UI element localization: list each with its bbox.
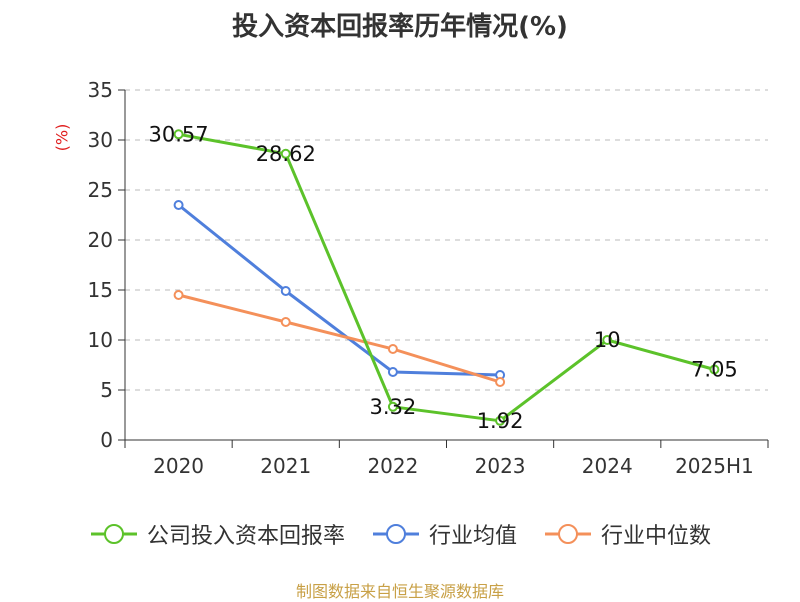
x-tick-label: 2023 [475,454,526,478]
data-point [495,377,506,387]
data-point [387,401,398,412]
x-tick-label: 2025H1 [675,454,754,478]
data-point [495,415,506,426]
data-point [387,367,398,377]
legend-label: 行业均值 [428,524,517,549]
data-source-note: 制图数据来自恒生聚源数据库 [295,582,504,601]
legend-item-company[interactable]: 公司投入资本回报率 [89,518,345,550]
data-point [709,364,720,375]
y-tick-label: 0 [100,428,113,452]
data-point [173,200,184,210]
y-tick-label: 5 [100,378,113,402]
data-point [280,317,291,327]
series-line [177,203,501,377]
series-line [178,293,501,384]
series-line [178,132,715,423]
data-point [173,290,184,300]
chart-title: 投入资本回报率历年情况(%) [232,12,568,42]
y-tick-label: 30 [88,128,113,152]
y-tick-label: 10 [88,328,113,352]
legend-line-icon [545,524,591,544]
data-point [280,148,291,159]
x-tick-label: 2022 [367,454,418,478]
data-label: 7.05 [691,358,738,382]
legend-line-icon [90,524,137,544]
data-point [173,129,184,140]
legend-label: 行业中位数 [601,524,712,549]
y-tick-label: 15 [88,278,113,302]
x-tick-label: 2020 [153,454,204,478]
y-tick-label: 25 [88,178,113,202]
data-point [387,344,398,354]
y-tick-label: 35 [88,78,113,102]
data-label: 10 [594,328,621,352]
legend-item-industry-median[interactable]: 行业中位数 [543,518,711,550]
x-tick-label: 2024 [582,454,633,478]
data-label: 28.62 [256,142,316,166]
legend-line-icon [372,524,419,544]
data-label: 3.32 [370,395,417,419]
data-label: 30.57 [149,122,209,146]
y-tick-label: 20 [88,228,113,252]
data-label: 1.92 [477,409,524,433]
legend-label: 公司投入资本回报率 [146,524,345,549]
data-point [602,335,613,345]
data-point [280,286,291,296]
line-chart: 0 5 10 15 20 25 30 35 2020 2021 2022 2023 2024 2025H1… [88,78,769,478]
legend-item-industry-mean[interactable]: 行业均值 [371,518,517,550]
legend: 公司投入资本回报率 行业均值 行业中位数 [0,518,800,550]
x-tick-label: 2021 [260,454,311,478]
